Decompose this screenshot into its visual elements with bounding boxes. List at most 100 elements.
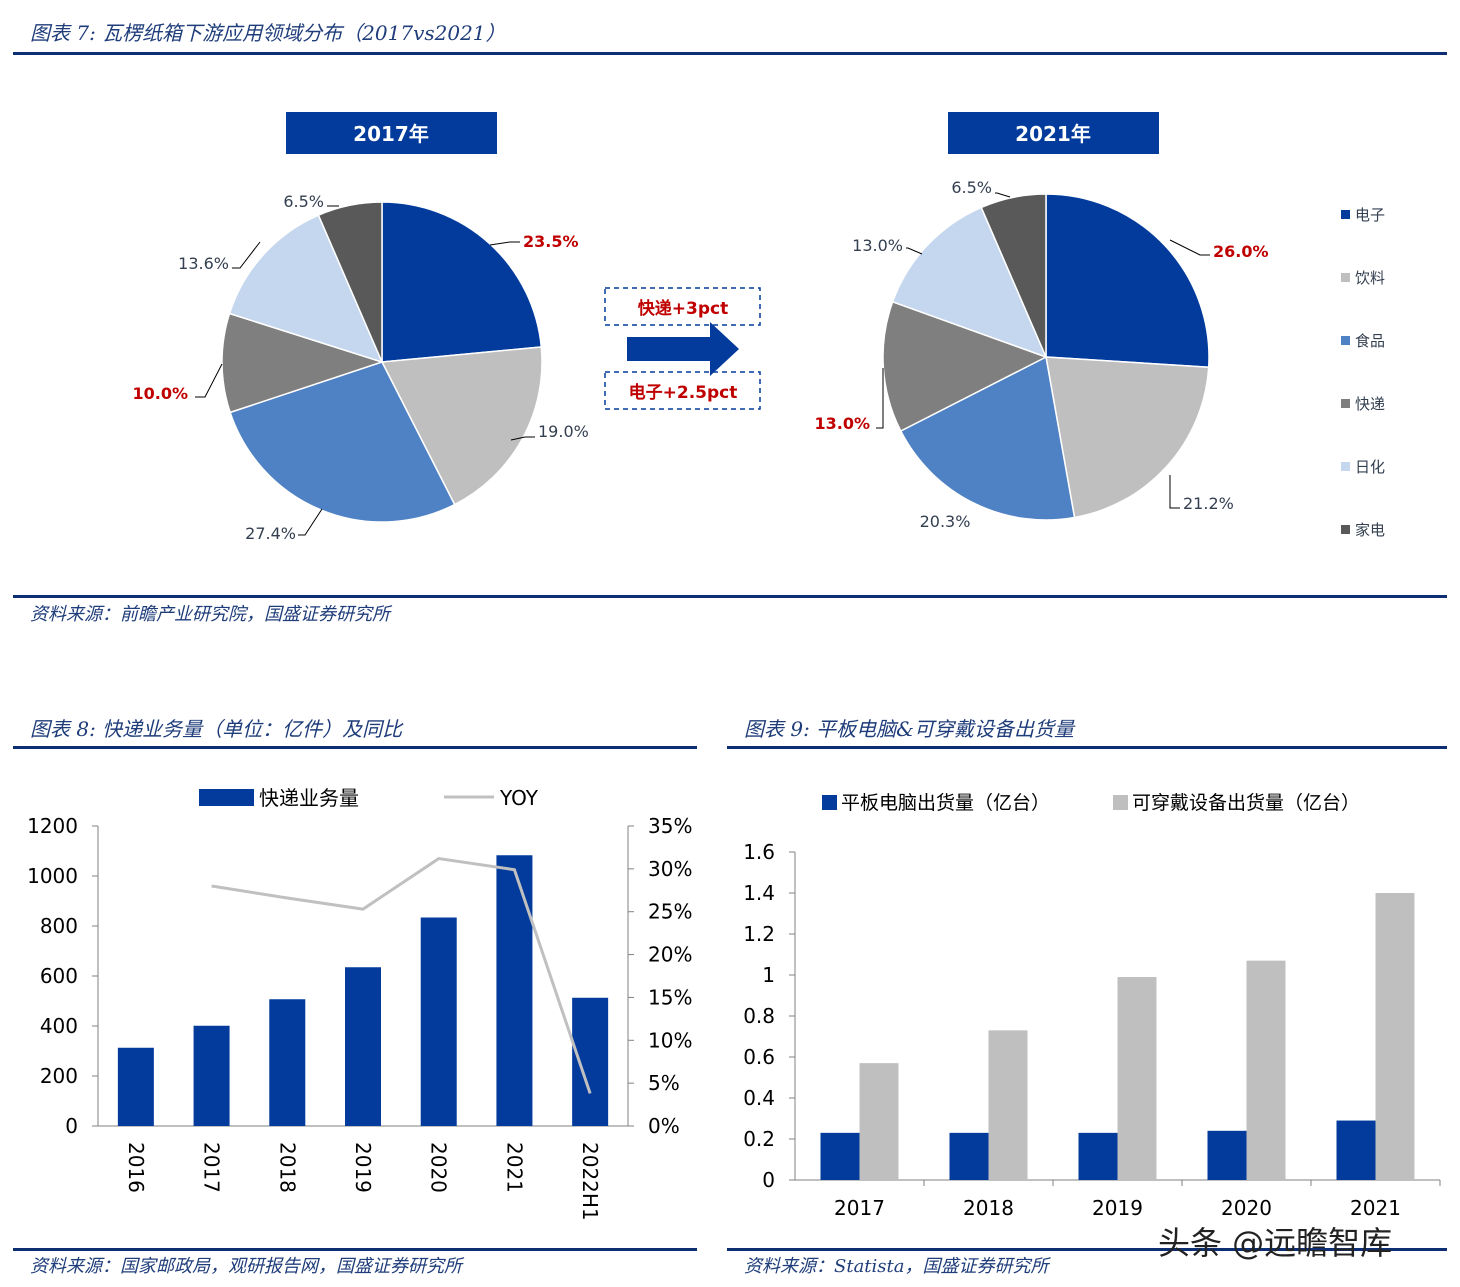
pie-legend-swatch-3 bbox=[1341, 399, 1350, 408]
pie-legend-swatch-1 bbox=[1341, 273, 1350, 282]
pie-2021-header: 2021年 bbox=[1015, 122, 1091, 146]
fig8-x-label-0: 2016 bbox=[124, 1142, 148, 1193]
pie-2017-label-5: 6.5% bbox=[283, 192, 324, 211]
fig9-x-label-1: 2018 bbox=[963, 1196, 1014, 1220]
fig9-legend-a-label: 平板电脑出货量（亿台） bbox=[841, 792, 1050, 814]
fig8-bar-0 bbox=[117, 1047, 154, 1126]
arrow-bottom-label: 电子+2.5pct bbox=[629, 382, 738, 403]
fig8-x-label-1: 2017 bbox=[200, 1142, 224, 1193]
fig9-y-label-0: 0 bbox=[762, 1168, 775, 1192]
fig8-y-label-4: 800 bbox=[40, 914, 78, 938]
pie-2017-header: 2017年 bbox=[353, 122, 429, 146]
arrow-top-label-box bbox=[604, 287, 761, 326]
fig8-title: 图表 8: 快递业务量（单位：亿件）及同比 bbox=[30, 717, 403, 741]
pie-legend-swatch-2 bbox=[1341, 336, 1350, 345]
fig8-y-label-6: 1200 bbox=[27, 814, 78, 838]
fig9-y-label-2: 0.4 bbox=[743, 1086, 775, 1110]
fig9-legend-b-label: 可穿戴设备出货量（亿台） bbox=[1132, 792, 1360, 814]
pie-2017-slice-1 bbox=[380, 346, 543, 506]
fig8-bar-4 bbox=[420, 917, 457, 1126]
pie-legend-label-3: 快递 bbox=[1355, 395, 1385, 413]
pie-2017-label-1: 19.0% bbox=[538, 422, 589, 441]
fig9-x-label-2: 2019 bbox=[1092, 1196, 1143, 1220]
fig9-legend-a-swatch bbox=[822, 795, 837, 810]
fig9-y-label-5: 1 bbox=[762, 963, 775, 987]
fig8-bar-2 bbox=[269, 999, 306, 1126]
fig7-title: 图表 7: 瓦楞纸箱下游应用领域分布（2017vs2021） bbox=[30, 21, 506, 45]
pie-2017-slice-3 bbox=[221, 312, 385, 414]
pie-2017-leader-4 bbox=[232, 241, 261, 269]
pie-2021-leader-1 bbox=[1169, 475, 1180, 509]
pie-2021-leader-0 bbox=[1169, 239, 1210, 256]
pie-legend-label-2: 食品 bbox=[1355, 332, 1385, 350]
fig8-y2-label-7: 35% bbox=[648, 814, 692, 838]
fig8-y-label-5: 1000 bbox=[27, 864, 78, 888]
pie-2017-leader-0 bbox=[489, 241, 520, 246]
fig9-bar-0-3 bbox=[1207, 1130, 1247, 1180]
pie-2017-label-2: 27.4% bbox=[245, 524, 296, 543]
pie-2017-label-3: 10.0% bbox=[132, 384, 188, 403]
fig9-y-label-8: 1.6 bbox=[743, 840, 775, 864]
pie-legend-label-4: 日化 bbox=[1355, 458, 1385, 476]
pie-2017-slice-4 bbox=[228, 214, 384, 364]
pie-2021-leader-4 bbox=[906, 247, 923, 255]
fig9-source: 资料来源：Statista，国盛证券研究所 bbox=[744, 1256, 1049, 1277]
fig9-x-label-4: 2021 bbox=[1350, 1196, 1401, 1220]
fig9-x-label-0: 2017 bbox=[834, 1196, 885, 1220]
pie-2021-label-1: 21.2% bbox=[1183, 494, 1234, 513]
watermark: 头条 @远瞻智库 bbox=[1158, 1224, 1393, 1262]
pie-2017-slice-0 bbox=[381, 201, 543, 363]
fig8-bottom-rule bbox=[13, 1248, 697, 1251]
pie-2021-label-3: 13.0% bbox=[814, 414, 870, 433]
fig8-y2-label-1: 5% bbox=[648, 1071, 680, 1095]
fig8-chart: 0 200 400 600 800 1000 1200 0% 5% 10% 15% 20% 25% 30%… bbox=[27, 786, 692, 1221]
fig9-title: 图表 9: 平板电脑&可穿戴设备出货量 bbox=[744, 717, 1074, 741]
fig8-y2-label-0: 0% bbox=[648, 1114, 680, 1138]
fig9-bar-0-2 bbox=[1078, 1132, 1118, 1180]
fig8-yoy-line bbox=[211, 857, 592, 1094]
pie-2021-slice-1 bbox=[1045, 356, 1210, 519]
fig8-y2-label-6: 30% bbox=[648, 857, 692, 881]
fig9-y-label-3: 0.6 bbox=[743, 1045, 775, 1069]
fig8-legend-bar-label: 快递业务量 bbox=[259, 786, 359, 810]
fig8-bar-3 bbox=[345, 967, 381, 1126]
pie-legend-label-5: 家电 bbox=[1355, 521, 1385, 539]
fig9-bar-0-4 bbox=[1336, 1120, 1376, 1180]
pie-2021-slice-2 bbox=[899, 355, 1076, 521]
pie-legend-label-0: 电子 bbox=[1355, 206, 1385, 224]
fig8-x-label-3: 2019 bbox=[351, 1142, 375, 1193]
pie-2017-header-box bbox=[286, 112, 497, 154]
pie-2021-label-5: 6.5% bbox=[951, 178, 992, 197]
pie-2017-leader-3 bbox=[195, 363, 223, 398]
fig8-source: 资料来源：国家邮政局，观研报告网，国盛证券研究所 bbox=[30, 1256, 462, 1277]
fig9-bar-0-1 bbox=[949, 1132, 989, 1180]
fig9-legend-b-swatch bbox=[1113, 795, 1128, 810]
pie-2021-slice-5 bbox=[980, 193, 1047, 358]
fig8-y-label-1: 200 bbox=[40, 1064, 78, 1088]
fig9-x-label-3: 2020 bbox=[1221, 1196, 1272, 1220]
fig7-top-rule bbox=[13, 52, 1447, 55]
fig9-bottom-rule bbox=[727, 1248, 1447, 1251]
pie-2017-label-4: 13.6% bbox=[178, 254, 229, 273]
fig8-x-label-6: 2022H1 bbox=[578, 1142, 602, 1221]
pie-2021-slice-4 bbox=[891, 206, 1048, 359]
fig8-y-label-3: 600 bbox=[40, 964, 78, 988]
pie-2021-slice-0 bbox=[1045, 193, 1210, 369]
fig8-bar-6 bbox=[572, 997, 609, 1126]
fig7-bottom-rule bbox=[13, 595, 1447, 598]
pie-legend-label-1: 饮料 bbox=[1355, 269, 1385, 287]
fig8-legend-line-label: YOY bbox=[499, 786, 539, 810]
fig8-top-rule bbox=[13, 746, 697, 749]
pie-legend-swatch-5 bbox=[1341, 525, 1350, 534]
fig9-bar-1-3 bbox=[1246, 960, 1286, 1180]
fig9-bar-1-1 bbox=[988, 1030, 1028, 1180]
pie-2017-label-0: 23.5% bbox=[523, 232, 579, 251]
fig9-y-label-6: 1.2 bbox=[743, 922, 775, 946]
pie-2017-leader-1 bbox=[510, 436, 535, 441]
fig8-legend-bar-swatch bbox=[199, 789, 254, 806]
fig8-y-label-2: 400 bbox=[40, 1014, 78, 1038]
pie-2017-slice-5 bbox=[317, 201, 383, 363]
fig8-y2-label-2: 10% bbox=[648, 1028, 692, 1052]
pie-2021-label-2: 20.3% bbox=[920, 512, 971, 531]
pie-legend-swatch-4 bbox=[1341, 462, 1350, 471]
